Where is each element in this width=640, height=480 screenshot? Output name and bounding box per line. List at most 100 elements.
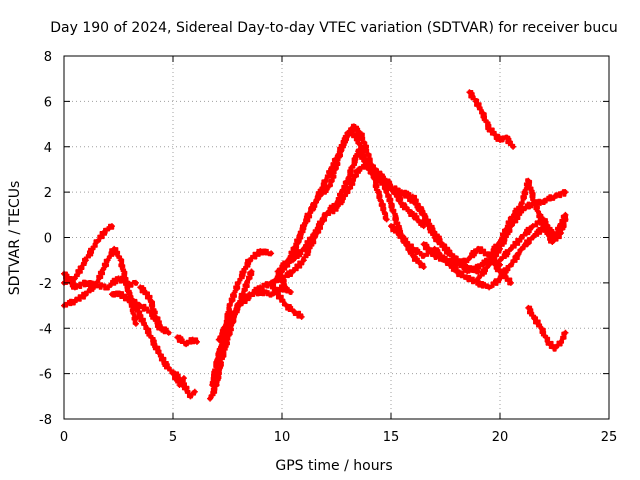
- data-point: [503, 134, 510, 141]
- data-point: [115, 275, 122, 282]
- data-point: [507, 279, 514, 286]
- x-tick-label: 20: [492, 430, 509, 445]
- y-tick-label: 8: [44, 50, 52, 65]
- x-tick-label: 10: [274, 430, 291, 445]
- x-axis-label: GPS time / hours: [275, 458, 392, 474]
- y-tick-label: -4: [39, 322, 52, 337]
- data-point: [248, 268, 255, 275]
- data-point: [355, 148, 362, 155]
- data-point: [257, 288, 264, 295]
- y-tick-label: -2: [39, 277, 52, 292]
- data-point: [427, 223, 434, 230]
- data-point: [143, 325, 150, 332]
- data-point: [159, 325, 166, 332]
- data-point: [117, 291, 124, 298]
- data-point: [383, 216, 390, 223]
- data-point: [82, 291, 89, 298]
- marker-band: [467, 90, 516, 149]
- series-arc-12: [215, 284, 294, 343]
- y-tick-label: -8: [39, 413, 52, 428]
- data-point: [82, 279, 89, 286]
- data-point: [518, 245, 525, 252]
- data-point: [398, 234, 405, 241]
- data-point: [540, 198, 547, 205]
- y-axis-label: SDTVAR / TECUs: [7, 181, 23, 296]
- x-tick-label: 0: [60, 430, 68, 445]
- series-arc-26: [525, 304, 569, 352]
- data-point: [497, 275, 503, 282]
- series-arc-7: [172, 370, 198, 400]
- data-point: [161, 359, 168, 366]
- data-point: [152, 313, 159, 320]
- data-point: [71, 298, 78, 305]
- data-point: [316, 193, 323, 200]
- data-point: [466, 89, 473, 96]
- data-point: [475, 263, 482, 270]
- data-point: [529, 234, 536, 241]
- data-point: [246, 257, 253, 264]
- data-point: [104, 257, 111, 264]
- series-arc-1: [61, 223, 115, 286]
- data-point: [326, 182, 333, 189]
- data-point: [93, 282, 100, 289]
- marker-band: [275, 129, 367, 274]
- data-point: [187, 393, 194, 400]
- data-point: [311, 229, 318, 236]
- data-point: [172, 370, 179, 377]
- data-point: [525, 177, 532, 184]
- data-point: [374, 189, 381, 196]
- data-point: [191, 388, 198, 395]
- data-point: [473, 98, 480, 105]
- data-point: [130, 298, 137, 305]
- data-point: [475, 245, 482, 252]
- data-point: [305, 211, 312, 218]
- data-point: [405, 193, 412, 200]
- data-point: [486, 261, 493, 268]
- data-point: [126, 291, 133, 298]
- data-point: [497, 136, 503, 143]
- data-point: [510, 143, 517, 150]
- series-arc-15: [274, 129, 368, 275]
- y-tick-label: 6: [44, 95, 52, 110]
- data-point: [507, 245, 514, 252]
- data-point: [268, 291, 275, 298]
- data-point: [207, 395, 214, 402]
- data-point: [296, 234, 303, 241]
- data-point: [279, 275, 285, 282]
- data-point: [180, 381, 187, 388]
- data-point: [464, 268, 471, 275]
- data-point: [287, 288, 294, 295]
- data-point: [420, 263, 427, 270]
- data-point: [420, 252, 427, 259]
- data-point: [189, 336, 196, 343]
- data-point: [344, 189, 351, 196]
- data-point: [497, 257, 503, 264]
- data-point: [274, 291, 281, 298]
- data-point: [283, 302, 290, 309]
- data-point: [497, 239, 503, 246]
- marker-band: [62, 223, 115, 285]
- data-point: [132, 320, 139, 327]
- data-point: [108, 291, 115, 298]
- data-point: [453, 268, 460, 275]
- data-point: [355, 166, 362, 173]
- data-point: [215, 336, 222, 343]
- x-tick-label: 15: [383, 430, 400, 445]
- series-arc-8: [174, 334, 200, 348]
- series-arc-19: [383, 177, 503, 275]
- data-point: [562, 211, 569, 218]
- data-point: [442, 257, 449, 264]
- grid-lines: [64, 56, 609, 419]
- data-point: [333, 205, 340, 212]
- data-point: [257, 248, 264, 255]
- data-point: [464, 257, 471, 264]
- data-point: [551, 234, 558, 241]
- data-point: [71, 284, 78, 291]
- data-point: [344, 130, 351, 137]
- data-point: [132, 279, 139, 286]
- data-point: [298, 313, 305, 320]
- data-point: [165, 329, 172, 336]
- data-point: [409, 211, 416, 218]
- data-point: [464, 275, 471, 282]
- data-point: [416, 205, 423, 212]
